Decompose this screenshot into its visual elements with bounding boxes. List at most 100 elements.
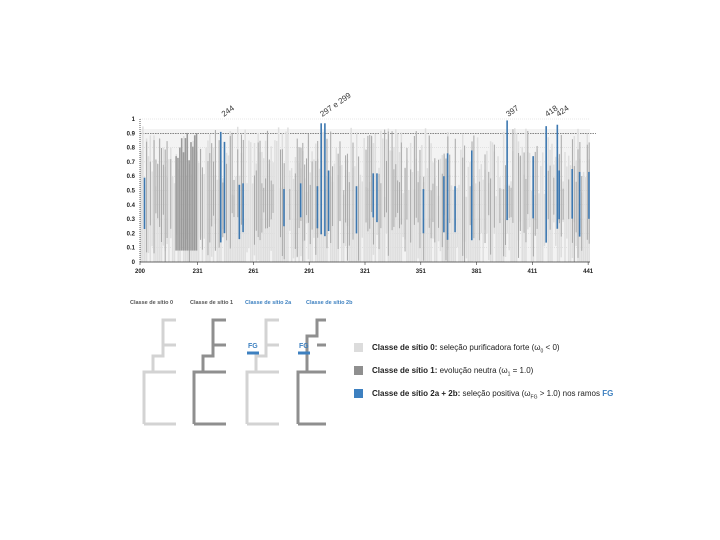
bar-class-1	[378, 173, 380, 250]
bar-class-1	[170, 159, 172, 229]
bar-class-0	[564, 152, 566, 262]
bar-class-1	[159, 138, 161, 227]
y-tick-label: 1	[132, 117, 136, 123]
chart-axes: 0 0.1 0.2 0.3 0.4 0.5 0.6 0.7 0.8 0.9 1 200 231 261 29…	[127, 117, 594, 275]
bar-class-1	[419, 149, 421, 249]
legend-swatch-class-0	[354, 343, 363, 352]
bar-class-1	[193, 135, 196, 251]
bar-class-1	[200, 148, 202, 240]
bar-class-0	[350, 127, 352, 262]
bar-class-0	[359, 174, 362, 262]
bar-class-1	[279, 149, 282, 238]
bar-class-1	[213, 161, 215, 216]
bar-class-1	[211, 143, 213, 227]
bar-class-1	[519, 155, 521, 231]
bar-class-2	[238, 184, 241, 240]
legend-swatch-class-1	[354, 366, 363, 375]
bar-class-1	[417, 182, 419, 223]
bar-class-0	[251, 183, 254, 262]
bar-class-0	[426, 168, 429, 262]
bar-class-1	[289, 188, 291, 220]
tree-title-class-0: Classe de sítio 0	[130, 300, 174, 306]
bar-class-1	[229, 136, 231, 249]
bar-class-1	[397, 180, 399, 213]
site-label: 424	[555, 103, 572, 118]
bar-class-1	[371, 135, 373, 213]
bar-class-0	[365, 187, 367, 262]
site-label: 297 e 299	[318, 91, 353, 119]
bar-class-1	[201, 167, 203, 250]
bar-class-2	[454, 186, 456, 233]
bar-class-1	[575, 181, 577, 233]
bar-class-1	[387, 131, 389, 256]
bar-class-1	[534, 151, 536, 236]
bar-class-1	[464, 145, 466, 262]
bar-class-1	[523, 152, 525, 233]
bar-class-0	[510, 181, 512, 262]
bar-class-0	[140, 150, 142, 262]
bar-class-1	[503, 189, 505, 257]
fg-label-2a: FG	[248, 343, 258, 350]
bar-class-0	[383, 196, 386, 262]
bar-class-0	[456, 187, 458, 248]
bar-class-0	[514, 128, 516, 262]
x-tick-label: 441	[583, 269, 594, 275]
bar-class-1	[326, 138, 328, 249]
y-tick-label: 0.7	[127, 160, 136, 166]
bar-class-1	[195, 133, 198, 251]
bar-class-2	[376, 173, 378, 223]
bar-class-0	[497, 156, 499, 262]
bar-class-0	[540, 165, 542, 262]
bar-class-1	[493, 144, 495, 228]
bar-class-1	[177, 157, 179, 251]
bar-class-2	[588, 171, 590, 219]
bar-class-1	[184, 138, 187, 251]
bar-class-0	[551, 143, 553, 262]
bar-class-1	[164, 149, 166, 262]
bar-class-1	[259, 140, 261, 241]
bar-class-1	[257, 142, 259, 238]
bar-class-1	[428, 135, 430, 228]
bar-class-0	[244, 129, 246, 262]
tree-class-2b	[296, 318, 326, 426]
bar-class-0	[333, 163, 336, 262]
bar-class-0	[285, 131, 287, 262]
bar-class-2	[316, 186, 319, 229]
bar-class-1	[188, 160, 190, 251]
bar-class-1	[395, 164, 397, 218]
bar-class-0	[439, 158, 442, 252]
bar-class-1	[218, 140, 220, 248]
tree-title-class-2a: Classe de sítio 2a	[245, 300, 292, 306]
bar-class-2	[545, 126, 547, 243]
fg-label-2b: FG	[299, 343, 309, 350]
bar-class-1	[473, 135, 475, 239]
bar-class-0	[216, 179, 218, 262]
bar-class-2	[571, 169, 574, 219]
bar-class-1	[330, 131, 332, 244]
bar-class-0	[475, 183, 477, 262]
bar-class-0	[374, 133, 377, 262]
bar-class-0	[569, 165, 572, 262]
bar-class-1	[430, 190, 432, 239]
bar-class-1	[160, 148, 162, 243]
bar-class-1	[180, 138, 183, 251]
legend-swatch-class-2	[354, 389, 363, 398]
y-tick-label: 0.8	[127, 146, 136, 152]
bar-class-1	[404, 168, 406, 252]
bar-class-1	[153, 140, 155, 254]
tree-class-0	[142, 318, 176, 426]
bar-class-1	[517, 152, 520, 258]
bar-class-1	[190, 142, 192, 251]
bar-class-0	[467, 166, 470, 262]
x-tick-label: 231	[193, 269, 204, 275]
bar-class-2	[283, 189, 285, 227]
bar-class-1	[270, 180, 272, 220]
bar-class-2	[355, 186, 358, 234]
bar-class-0	[530, 190, 533, 262]
bar-class-1	[499, 188, 501, 224]
tree-class-2a	[245, 318, 279, 426]
tree-class-1	[192, 318, 226, 426]
bar-class-0	[402, 193, 404, 238]
bar-class-1	[525, 178, 527, 243]
